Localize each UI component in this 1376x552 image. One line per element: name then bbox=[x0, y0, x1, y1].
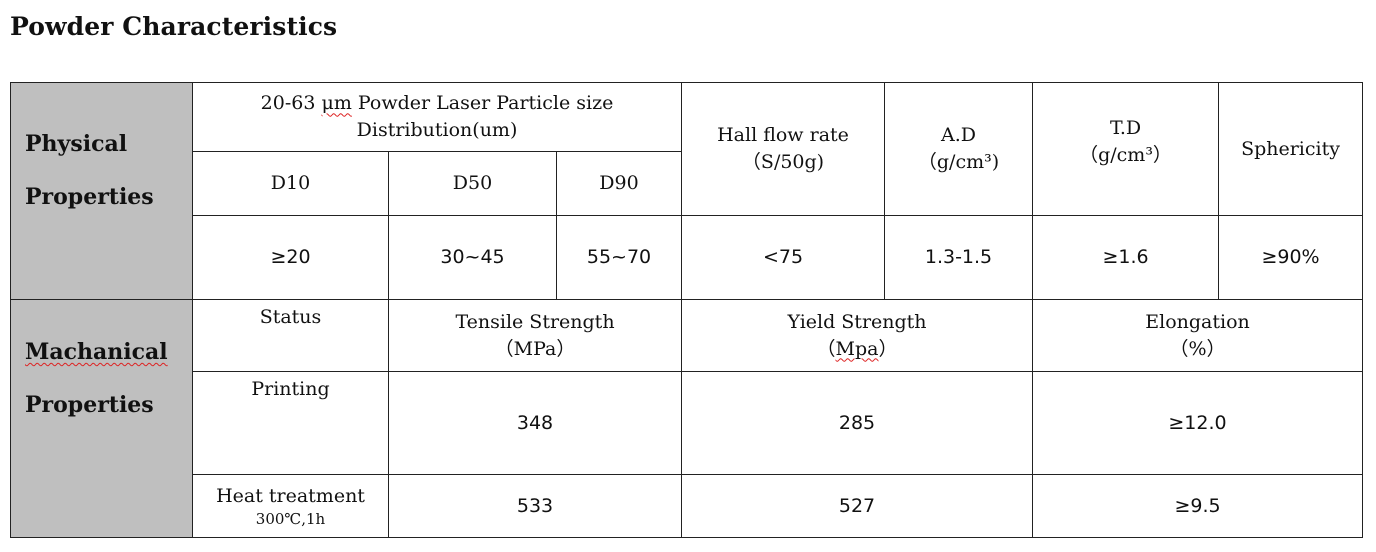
table-row: Printing 348 285 ≥12.0 bbox=[11, 371, 1364, 475]
physical-label-line1: Physical bbox=[25, 131, 128, 158]
hall-flow-label: Hall flow rate bbox=[717, 124, 849, 147]
page-title: Powder Characteristics bbox=[10, 12, 338, 41]
elongation-unit: （%） bbox=[1169, 337, 1226, 360]
elongation-label: Elongation bbox=[1145, 310, 1250, 333]
table-row: Heat treatment 300℃,1h 533 527 ≥9.5 bbox=[11, 474, 1364, 538]
sphericity-header: Sphericity bbox=[1218, 82, 1364, 216]
td-unit: （g/cm³） bbox=[1079, 144, 1172, 166]
yield-label: Yield Strength bbox=[787, 310, 927, 333]
d50-header: D50 bbox=[388, 151, 557, 216]
mechanical-label-line2: Properties bbox=[25, 391, 154, 418]
tensile-label: Tensile Strength bbox=[455, 310, 615, 333]
yield-heat-treatment: 527 bbox=[681, 474, 1034, 538]
yield-unit: Mpa bbox=[835, 337, 879, 360]
ad-value: 1.3-1.5 bbox=[884, 215, 1034, 300]
d50-value: 30~45 bbox=[388, 215, 557, 300]
psd-header-unit: μm bbox=[321, 92, 352, 115]
elongation-heat-treatment: ≥9.5 bbox=[1032, 474, 1364, 538]
tensile-unit: （MPa） bbox=[494, 337, 576, 360]
mechanical-label-line1: Machanical bbox=[25, 339, 168, 365]
physical-label-line2: Properties bbox=[25, 184, 154, 210]
psd-header-line2: Distribution(um) bbox=[356, 119, 518, 141]
mechanical-properties-label: Machanical Properties bbox=[10, 299, 193, 538]
hall-flow-value: <75 bbox=[681, 215, 886, 300]
status-heat-treatment-label: Heat treatment bbox=[216, 484, 365, 507]
td-header: T.D （g/cm³） bbox=[1032, 82, 1220, 216]
td-value: ≥1.6 bbox=[1032, 215, 1220, 300]
status-heat-treatment: Heat treatment 300℃,1h bbox=[192, 474, 389, 538]
yield-header: Yield Strength （Mpa） bbox=[681, 299, 1034, 372]
yield-printing: 285 bbox=[681, 371, 1034, 475]
ad-header: A.D （g/cm³) bbox=[884, 82, 1034, 216]
hall-flow-unit: （S/50g) bbox=[741, 151, 825, 173]
yield-unit-open: （ bbox=[816, 337, 836, 360]
tensile-printing: 348 bbox=[387, 371, 683, 475]
physical-properties-label: Physical Properties bbox=[10, 82, 193, 300]
d90-header: D90 bbox=[555, 151, 683, 216]
td-label: T.D bbox=[1109, 117, 1142, 140]
status-heat-treatment-condition: 300℃,1h bbox=[255, 509, 326, 528]
ad-unit: （g/cm³) bbox=[917, 151, 1000, 173]
hall-flow-header: Hall flow rate （S/50g) bbox=[681, 82, 886, 216]
elongation-printing: ≥12.0 bbox=[1032, 371, 1364, 475]
d10-value: ≥20 bbox=[192, 215, 389, 300]
d10-header: D10 bbox=[192, 151, 389, 216]
status-printing: Printing bbox=[192, 371, 389, 475]
powder-characteristics-table: Physical Properties 20-63 μm Powder Lase… bbox=[10, 82, 1364, 538]
status-header: Status bbox=[192, 299, 389, 372]
sphericity-value: ≥90% bbox=[1218, 215, 1364, 300]
psd-header-range: 20-63 bbox=[260, 92, 322, 115]
tensile-header: Tensile Strength （MPa） bbox=[387, 299, 683, 372]
tensile-heat-treatment: 533 bbox=[387, 474, 683, 538]
psd-header: 20-63 μm Powder Laser Particle size Dist… bbox=[191, 82, 683, 152]
yield-unit-close: ） bbox=[878, 337, 898, 360]
ad-label: A.D bbox=[941, 124, 977, 147]
elongation-header: Elongation （%） bbox=[1032, 299, 1364, 372]
psd-header-text: Powder Laser Particle size bbox=[351, 92, 614, 115]
d90-value: 55~70 bbox=[555, 215, 683, 300]
